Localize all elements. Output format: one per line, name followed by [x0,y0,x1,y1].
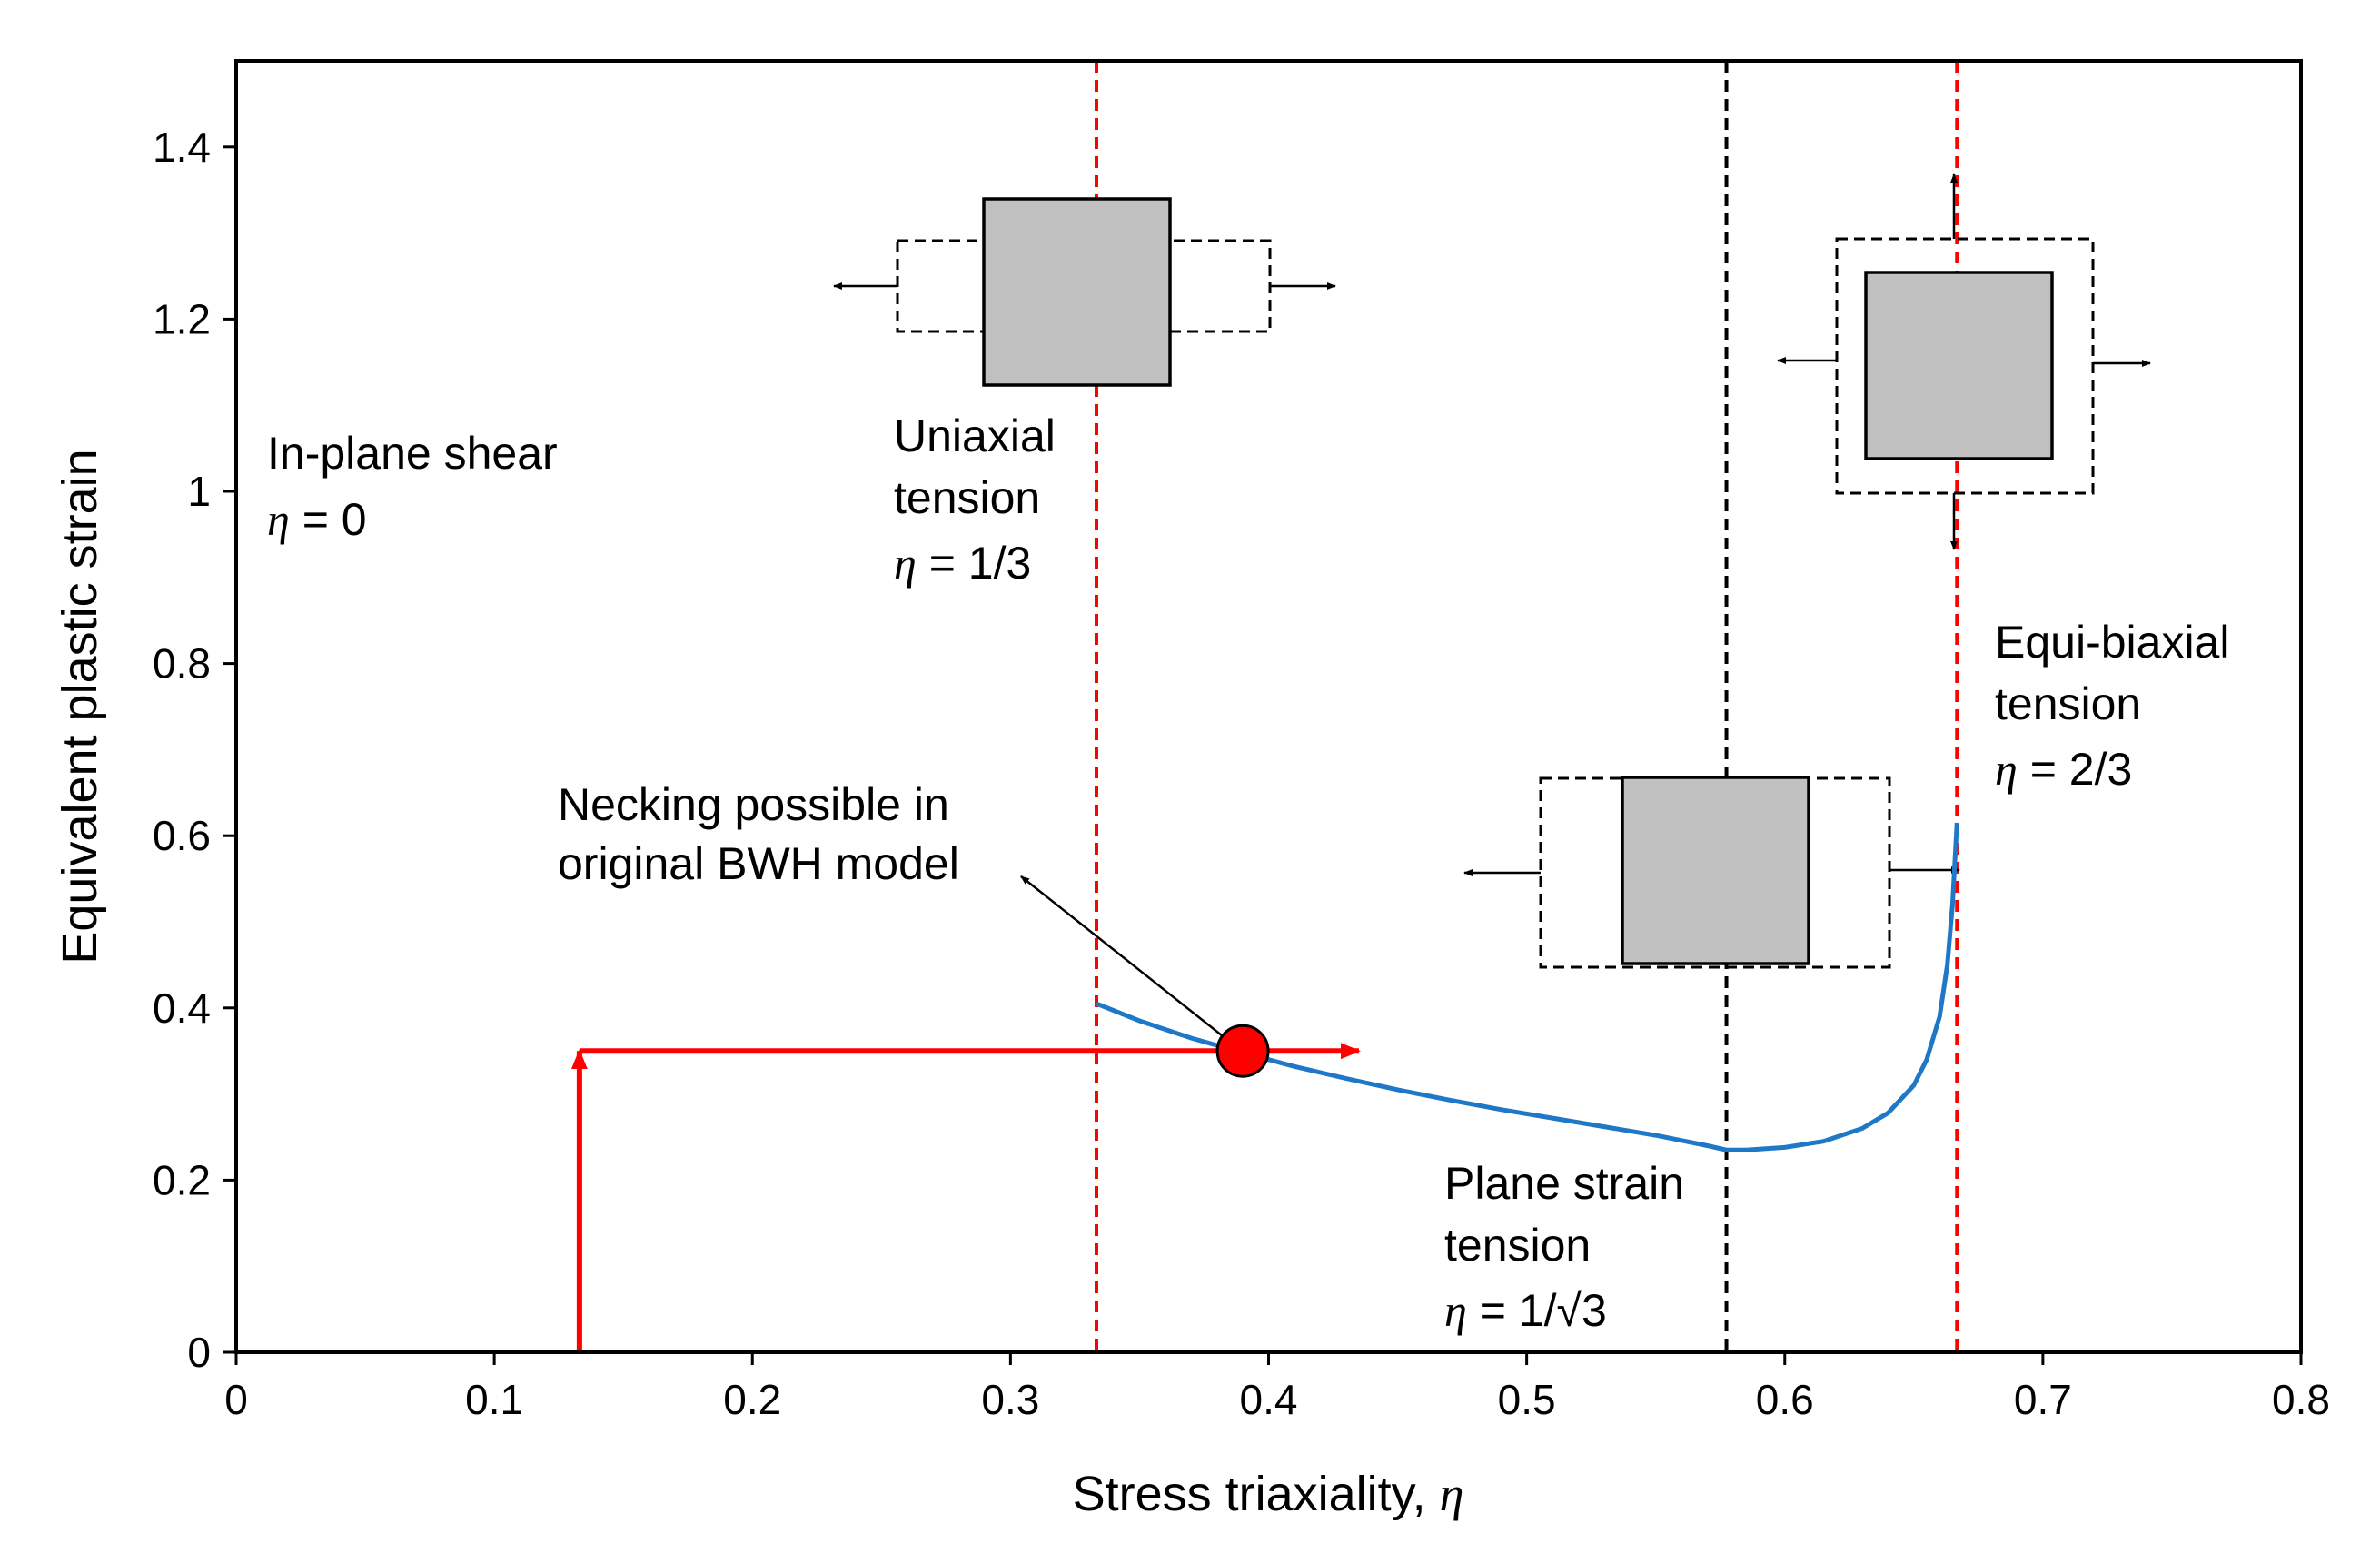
y-tick-label: 0.8 [153,640,211,687]
x-tick-label: 0.4 [1240,1376,1298,1423]
equibiaxial-element-diagram [1777,173,2151,550]
y-tick-label: 0.6 [153,812,211,859]
y-tick-label: 0 [187,1329,211,1376]
necking-annotation-label: Necking possible in original BWH model [558,779,962,889]
uniaxial-tension-label: Uniaxial tension η = 1/3 [894,410,1068,589]
x-tick-label: 0.8 [2272,1376,2330,1423]
x-tick-label: 0.7 [2014,1376,2072,1423]
y-tick-label: 1 [187,468,211,515]
x-tick-label: 0.3 [981,1376,1039,1423]
x-tick-label: 0 [224,1376,248,1423]
y-tick-label: 1.4 [153,124,211,171]
plane-strain-tension-label: Plane strain tension η = 1/√3 [1444,1158,1697,1336]
fracture-locus-curve [1096,822,1959,1152]
necking-point-marker [1215,1024,1270,1078]
plane-strain-element-diagram [1463,776,1960,969]
x-tick-label: 0.6 [1756,1376,1814,1423]
y-tick-label: 1.2 [153,295,211,342]
x-tick-label: 0.5 [1498,1376,1556,1423]
y-tick-label: 0.2 [153,1156,211,1203]
in-plane-shear-label: In-plane shear η = 0 [267,428,570,545]
y-tick-label: 0.4 [153,984,211,1032]
x-axis-label: Stress triaxiality, η [1073,1467,1464,1521]
necking-annotation-leader [1020,875,1232,1044]
uniaxial-element-diagram [833,197,1336,387]
x-tick-label: 0.1 [465,1376,523,1423]
equibiaxial-tension-label: Equi-biaxial tension η = 2/3 [1995,617,2242,795]
x-axis-ticks: 0 0.1 0.2 0.3 0.4 0.5 0.6 0.7 0.8 [224,1352,2330,1423]
y-axis-ticks: 0 0.2 0.4 0.6 0.8 1 1.2 1.4 [153,124,236,1376]
x-tick-label: 0.2 [723,1376,781,1423]
y-axis-label: Equivalent plastic strain [53,449,107,964]
